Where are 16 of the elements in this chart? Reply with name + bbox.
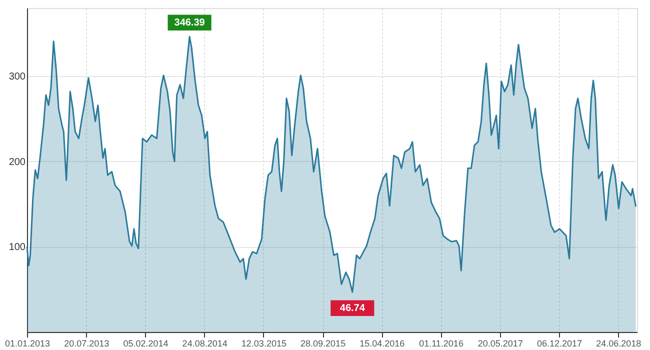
x-tick-label: 06.12.2017 xyxy=(536,338,582,348)
y-tick-label: 100 xyxy=(8,242,26,254)
y-tick-label: 300 xyxy=(8,72,26,83)
annotation: 346.39 xyxy=(174,18,206,29)
x-tick-label: 01.11.2016 xyxy=(419,338,464,348)
x-tick-label: 24.08.2014 xyxy=(182,338,228,348)
annotation: 46.74 xyxy=(340,303,366,314)
y-tick-label: 200 xyxy=(8,156,26,168)
x-tick-label: 24.06.2018 xyxy=(596,338,642,348)
x-tick-label: 20.05.2017 xyxy=(478,338,523,348)
x-tick-label: 05.02.2014 xyxy=(123,338,168,348)
x-tick-label: 20.07.2013 xyxy=(64,338,110,348)
x-tick-label: 28.09.2015 xyxy=(300,338,346,348)
x-tick-label: 01.01.2013 xyxy=(4,338,50,348)
x-tick-label: 15.04.2016 xyxy=(360,338,405,348)
x-tick-label: 12.03.2015 xyxy=(241,338,286,348)
